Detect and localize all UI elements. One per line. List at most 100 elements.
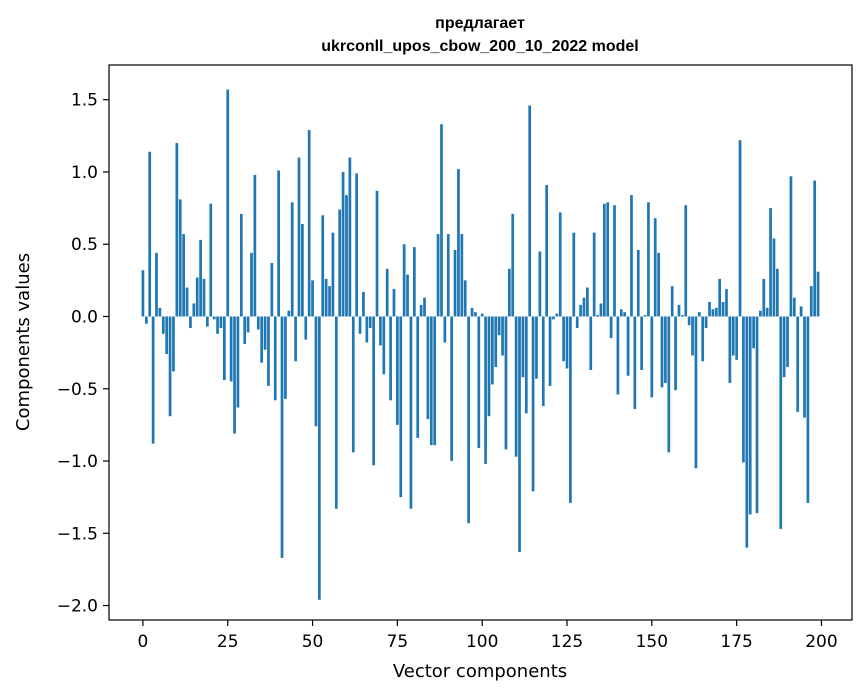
bar [711, 309, 715, 317]
bar [416, 316, 420, 438]
bar [497, 316, 501, 336]
x-axis-label: Vector components [393, 661, 567, 682]
bar [650, 316, 654, 398]
bar [796, 316, 800, 412]
bar [789, 176, 793, 317]
bar [161, 316, 165, 334]
bar [216, 316, 219, 334]
bar [317, 316, 321, 600]
bar [579, 304, 582, 317]
bar [246, 316, 250, 333]
bar [718, 278, 722, 317]
bar [443, 316, 447, 343]
bar [236, 316, 240, 408]
bar [467, 316, 470, 524]
bar [155, 252, 158, 317]
bar [809, 286, 813, 317]
bar [229, 316, 233, 382]
bar [402, 244, 406, 317]
bar [321, 215, 325, 317]
bar [636, 250, 640, 317]
bar [792, 297, 796, 317]
bar [379, 316, 382, 346]
bar [575, 316, 579, 329]
bar [782, 316, 786, 378]
x-tick-label: 50 [302, 632, 324, 652]
bar [175, 143, 179, 317]
bar [613, 205, 616, 317]
bar [538, 251, 542, 317]
bar [647, 202, 650, 317]
bar [701, 316, 705, 362]
bar [541, 316, 545, 407]
y-tick-label: −0.5 [57, 380, 98, 400]
bar [521, 316, 525, 378]
bar [664, 316, 667, 383]
bar [555, 313, 559, 317]
bar [491, 316, 494, 385]
bar [728, 316, 732, 383]
bar [396, 316, 399, 425]
bar [528, 105, 532, 317]
bar [294, 316, 297, 362]
bar [368, 316, 372, 329]
bar [172, 316, 175, 372]
bar [606, 202, 610, 317]
bar [552, 316, 555, 320]
bar [256, 316, 260, 330]
bar [233, 316, 236, 434]
bar [419, 304, 423, 317]
bar [314, 316, 318, 427]
bar [514, 316, 518, 457]
bar [392, 289, 396, 317]
bar [755, 316, 759, 514]
x-tick-label: 200 [805, 632, 837, 652]
bar [708, 302, 711, 317]
y-tick-label: 1.5 [71, 91, 98, 111]
x-tick-label: 125 [551, 632, 583, 652]
bar [382, 316, 386, 375]
bar [277, 170, 280, 317]
bar [280, 316, 284, 558]
bar [365, 316, 369, 343]
bar [714, 307, 718, 317]
x-tick-label: 0 [138, 632, 149, 652]
bar [725, 289, 728, 317]
bar [287, 310, 291, 317]
bar [297, 157, 301, 317]
bar [385, 268, 389, 317]
bar [501, 316, 504, 356]
bar [399, 316, 403, 498]
bar [348, 157, 352, 317]
bar [358, 316, 362, 334]
bar [772, 238, 776, 317]
bar [759, 310, 762, 317]
bar [362, 291, 365, 317]
y-tick-label: 0.0 [71, 307, 98, 327]
bar [779, 316, 783, 529]
bar [586, 287, 589, 317]
bar [267, 316, 270, 386]
bar [372, 316, 375, 466]
bar [351, 316, 355, 453]
bar [168, 316, 172, 417]
bar [433, 316, 437, 446]
plot-frame [108, 64, 853, 621]
bar [212, 316, 216, 320]
bar [616, 316, 620, 395]
bar [582, 297, 586, 317]
bar [609, 316, 613, 339]
bar [640, 316, 644, 370]
bar [239, 213, 243, 317]
bar [412, 247, 416, 317]
bar [219, 316, 223, 329]
chart-title-line2: ukrconll_upos_cbow_200_10_2022 model [321, 38, 638, 55]
bar [504, 316, 508, 450]
bar [209, 203, 213, 317]
bar [141, 270, 145, 317]
bar [144, 316, 148, 324]
bar [765, 307, 769, 317]
bar [331, 232, 335, 317]
bar [345, 195, 348, 317]
bar [738, 140, 742, 317]
